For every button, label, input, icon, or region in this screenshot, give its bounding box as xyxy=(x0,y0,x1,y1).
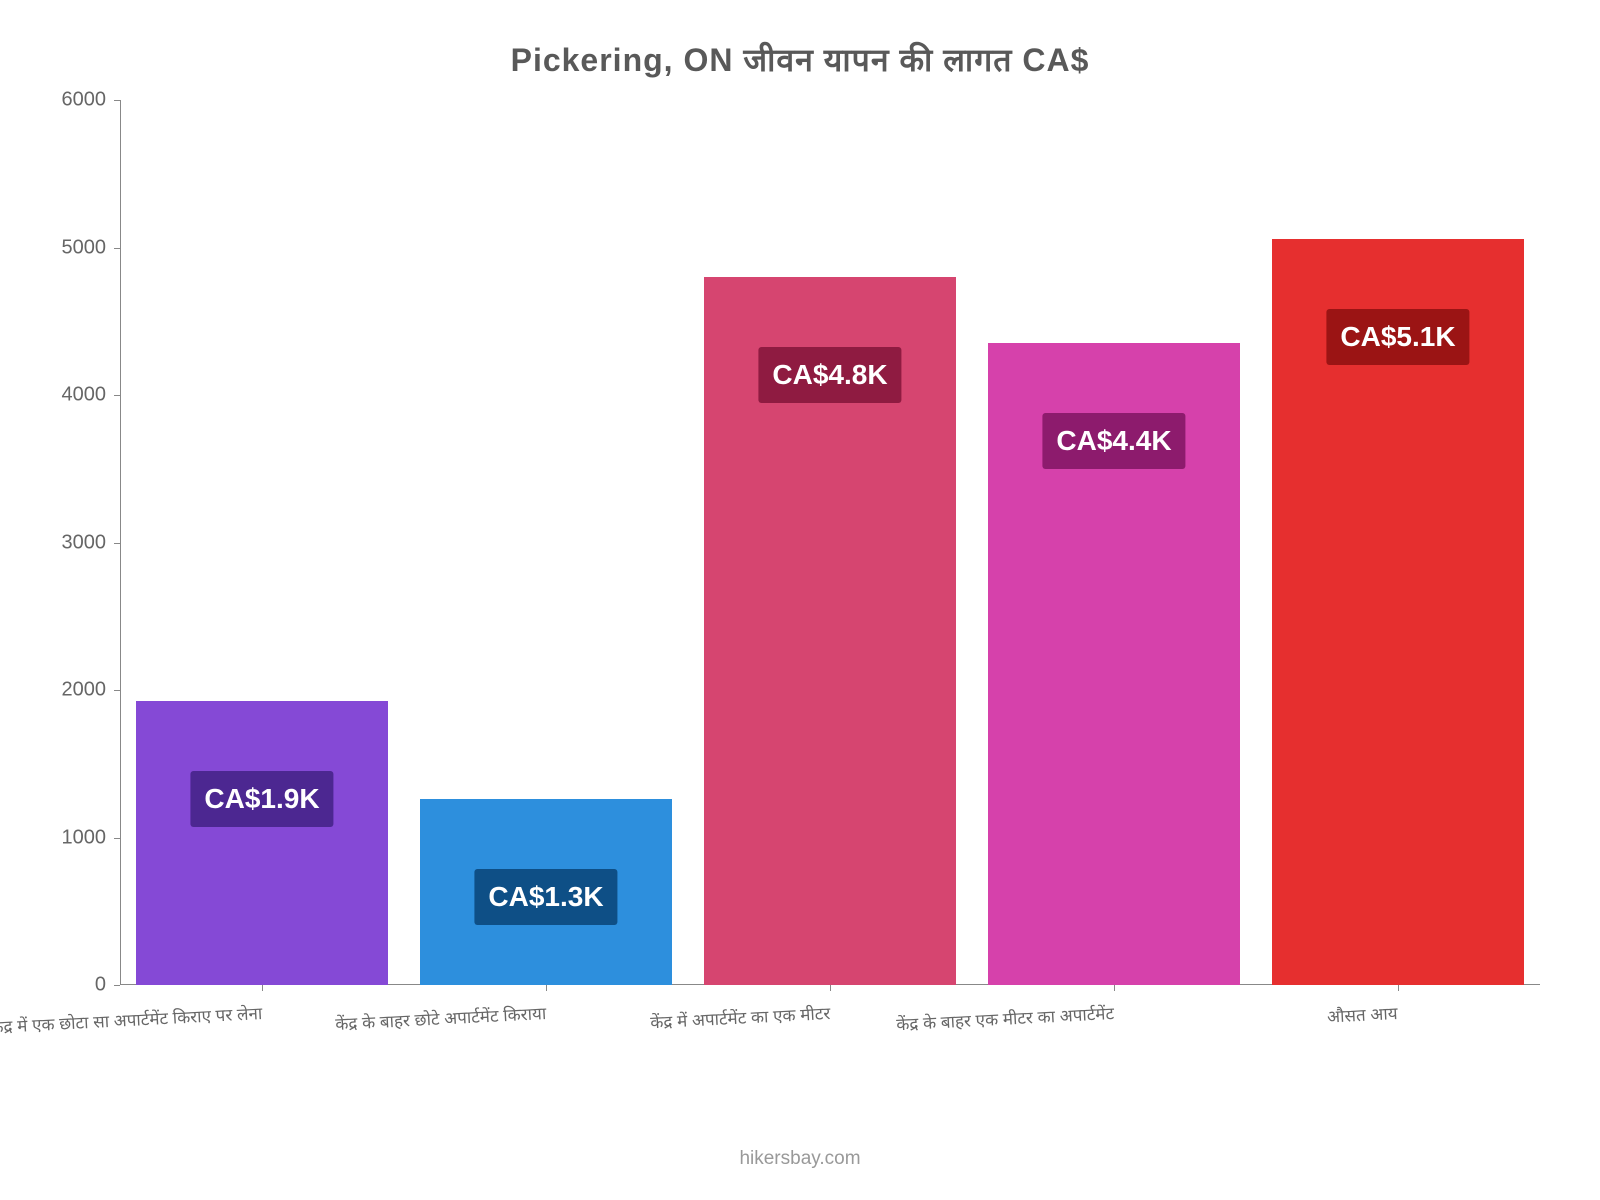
bar-value-label: CA$5.1K xyxy=(1326,309,1469,365)
chart-area: 0100020003000400050006000CA$1.9Kकेंद्र म… xyxy=(120,100,1540,985)
x-tick-label: औसत आय xyxy=(1327,1001,1399,1028)
footer-credit: hikersbay.com xyxy=(0,1148,1600,1170)
bar-value-label: CA$4.8K xyxy=(758,347,901,403)
x-tick-label: केंद्र में अपार्टमेंट का एक मीटर xyxy=(649,1001,830,1033)
y-tick-label: 6000 xyxy=(62,89,107,112)
x-tick-label: केंद्र के बाहर एक मीटर का अपार्टमेंट xyxy=(896,1001,1115,1035)
x-tick-label: केंद्र में एक छोटा सा अपार्टमेंट किराए प… xyxy=(0,1001,263,1038)
bar-value-label: CA$4.4K xyxy=(1042,413,1185,469)
chart-title: Pickering, ON जीवन यापन की लागत CA$ xyxy=(0,38,1600,81)
y-tick-label: 0 xyxy=(95,974,106,997)
plot-area: 0100020003000400050006000CA$1.9Kकेंद्र म… xyxy=(120,100,1540,985)
y-axis-line xyxy=(120,100,121,985)
y-tick-label: 1000 xyxy=(62,826,107,849)
y-tick-label: 3000 xyxy=(62,531,107,554)
y-tick-label: 4000 xyxy=(62,384,107,407)
y-tick-label: 5000 xyxy=(62,236,107,259)
bar-value-label: CA$1.9K xyxy=(190,771,333,827)
bar xyxy=(136,701,388,985)
x-tick-label: केंद्र के बाहर छोटे अपार्टमेंट किराया xyxy=(335,1001,547,1035)
bar-value-label: CA$1.3K xyxy=(474,869,617,925)
y-tick-label: 2000 xyxy=(62,679,107,702)
